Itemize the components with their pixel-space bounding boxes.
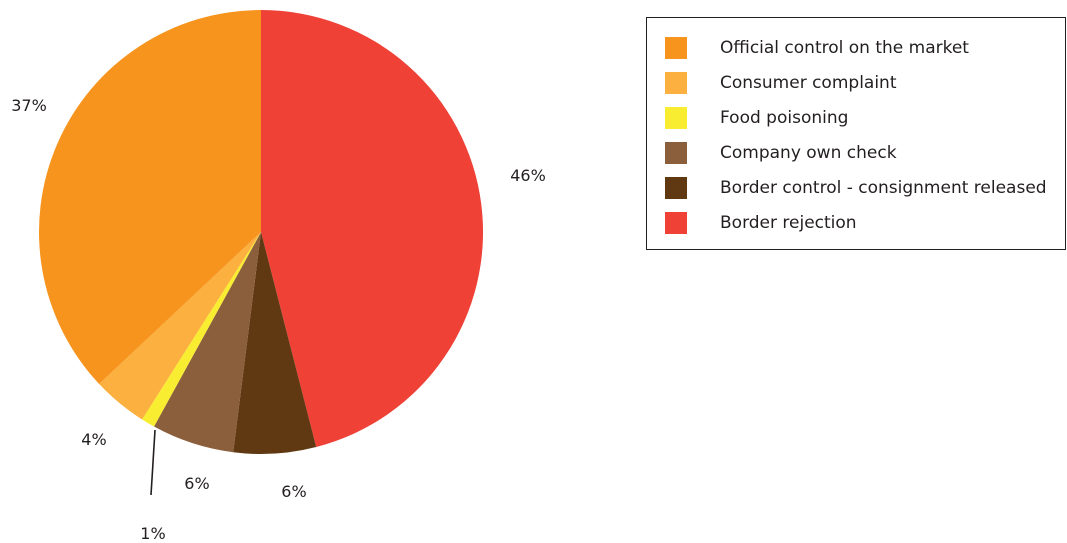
pie-data-label: 4% [81, 430, 106, 449]
legend-swatch [665, 212, 687, 234]
legend-swatch [665, 107, 687, 129]
legend-swatch [665, 142, 687, 164]
pie-slice-consumer-complaint [99, 232, 261, 420]
legend-item-food-poisoning: Food poisoning [665, 106, 848, 130]
legend-label: Company own check [720, 143, 897, 163]
pie-slice-food-poisoning [142, 232, 261, 427]
pie-slice-company-own-check [154, 232, 261, 453]
pie-data-label: 6% [281, 482, 306, 501]
pie-labels: 46% 6% 6% 1% 4% 37% [11, 96, 546, 543]
legend-swatch [665, 177, 687, 199]
legend-swatch [665, 72, 687, 94]
pie-slice-border-control-consignment-released [233, 232, 317, 455]
legend-item-official-control: Official control on the market [665, 36, 969, 60]
legend-item-company-own-check: Company own check [665, 141, 897, 165]
pie-data-label: 46% [510, 166, 546, 185]
legend-item-border-control-released: Border control - consignment released [665, 176, 1047, 200]
pie-slices [39, 9, 484, 455]
legend-label: Official control on the market [720, 38, 969, 58]
legend-item-border-rejection: Border rejection [665, 211, 857, 235]
legend-label: Food poisoning [720, 108, 849, 128]
pie-data-label: 37% [11, 96, 47, 115]
pie-slice-border-rejection [261, 9, 484, 448]
legend-label: Consumer complaint [720, 73, 897, 93]
legend-item-consumer-complaint: Consumer complaint [665, 71, 897, 95]
leader-line [150, 429, 156, 496]
pie-slice-official-control-on-the-market [39, 10, 261, 384]
legend-label: Border control - consignment released [720, 178, 1047, 198]
pie-data-label: 6% [184, 474, 209, 493]
legend-swatch [665, 37, 687, 59]
legend: Official control on the market Consumer … [646, 17, 1066, 250]
legend-label: Border rejection [720, 213, 857, 233]
pie-data-label: 1% [140, 524, 165, 543]
